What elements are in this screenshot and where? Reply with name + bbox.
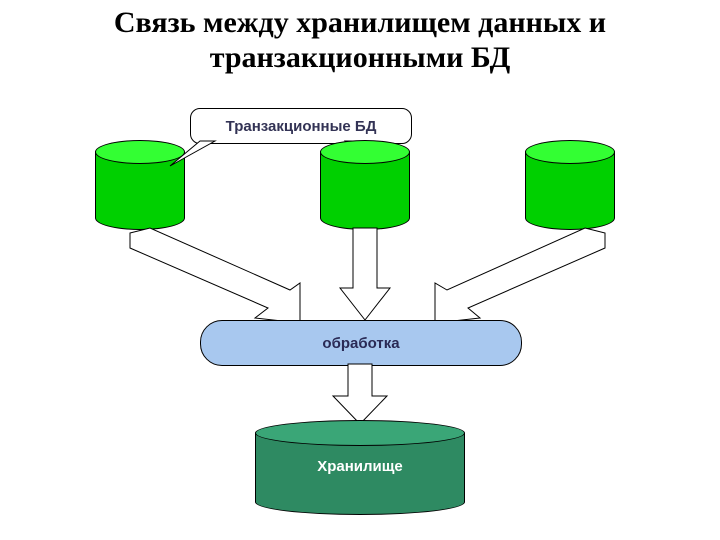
processing-node: обработка	[200, 320, 522, 366]
cylinder-top	[255, 420, 465, 446]
cylinder-top	[95, 140, 185, 164]
db-cylinder-3	[525, 140, 615, 230]
arrow-processing-to-warehouse	[333, 364, 387, 426]
arrow-db2-to-processing	[340, 228, 390, 323]
diagram-area: Транзакционные БД обработка	[95, 100, 625, 520]
db-cylinder-1	[95, 140, 185, 230]
slide: Связь между хранилищем данных и транзакц…	[0, 0, 720, 540]
cylinder-top	[525, 140, 615, 164]
transactional-label-text: Транзакционные БД	[226, 118, 377, 135]
arrow-db1-to-processing	[125, 228, 325, 328]
processing-label: обработка	[322, 335, 399, 352]
slide-title: Связь между хранилищем данных и транзакц…	[0, 6, 720, 75]
warehouse-label: Хранилище	[255, 458, 465, 475]
arrow-db3-to-processing	[410, 228, 610, 328]
cylinder-top	[320, 140, 410, 164]
db-cylinder-2	[320, 140, 410, 230]
warehouse-cylinder: Хранилище	[255, 420, 465, 515]
